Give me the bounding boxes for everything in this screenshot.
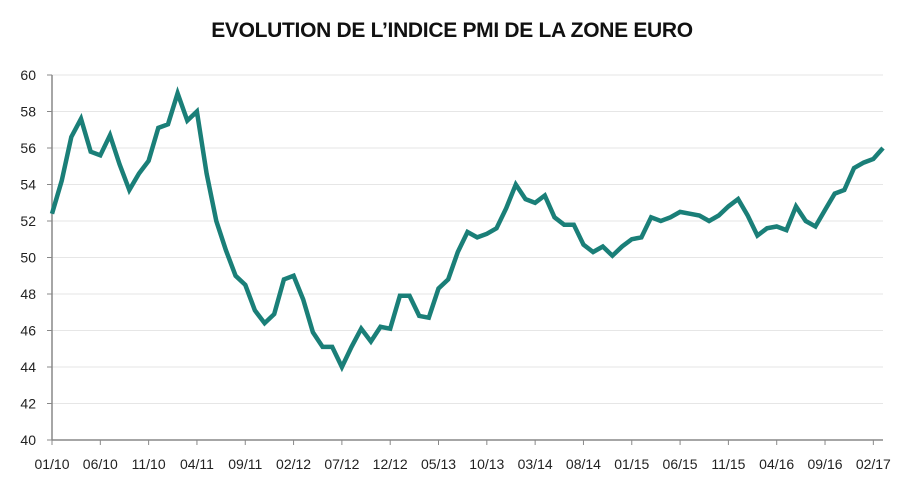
pmi-series-line xyxy=(49,86,885,373)
y-tick-label: 54 xyxy=(20,177,36,193)
y-tick-label: 60 xyxy=(20,67,36,83)
x-tick-label: 12/12 xyxy=(373,456,408,472)
y-tick-label: 44 xyxy=(20,359,36,375)
y-axis: 40 42 44 46 48 50 52 54 56 58 60 xyxy=(20,67,53,448)
x-tick-label: 04/11 xyxy=(180,456,214,472)
x-tick-label: 09/11 xyxy=(228,456,262,472)
x-tick-label: 01/15 xyxy=(614,456,649,472)
y-tick-label: 50 xyxy=(20,250,36,266)
x-axis: 01/10 06/10 11/10 04/11 09/11 02/12 07/12 12/12… xyxy=(34,439,891,472)
x-tick-label: 03/14 xyxy=(518,456,553,472)
x-tick-label: 02/12 xyxy=(276,456,311,472)
y-tick-label: 58 xyxy=(20,104,36,120)
y-tick-label: 40 xyxy=(20,432,36,448)
x-tick-label: 05/13 xyxy=(421,456,456,472)
y-tick-label: 46 xyxy=(20,323,36,339)
x-tick-label: 07/12 xyxy=(324,456,359,472)
x-tick-label: 08/14 xyxy=(566,456,601,472)
x-tick-label: 06/10 xyxy=(83,456,118,472)
x-tick-label: 10/13 xyxy=(469,456,504,472)
x-tick-label: 06/15 xyxy=(663,456,698,472)
x-tick-label: 01/10 xyxy=(34,456,69,472)
y-tick-label: 52 xyxy=(20,213,36,229)
y-tick-label: 56 xyxy=(20,140,36,156)
gridlines xyxy=(52,74,883,404)
x-tick-label: 02/17 xyxy=(856,456,891,472)
x-tick-label: 11/15 xyxy=(711,456,745,472)
y-tick-label: 42 xyxy=(20,396,36,412)
series xyxy=(49,86,885,373)
x-tick-label: 04/16 xyxy=(759,456,794,472)
chart-title: EVOLUTION DE L’INDICE PMI DE LA ZONE EUR… xyxy=(211,19,693,42)
y-tick-label: 48 xyxy=(20,286,36,302)
x-tick-label: 11/10 xyxy=(132,456,166,472)
x-tick-label: 09/16 xyxy=(807,456,842,472)
